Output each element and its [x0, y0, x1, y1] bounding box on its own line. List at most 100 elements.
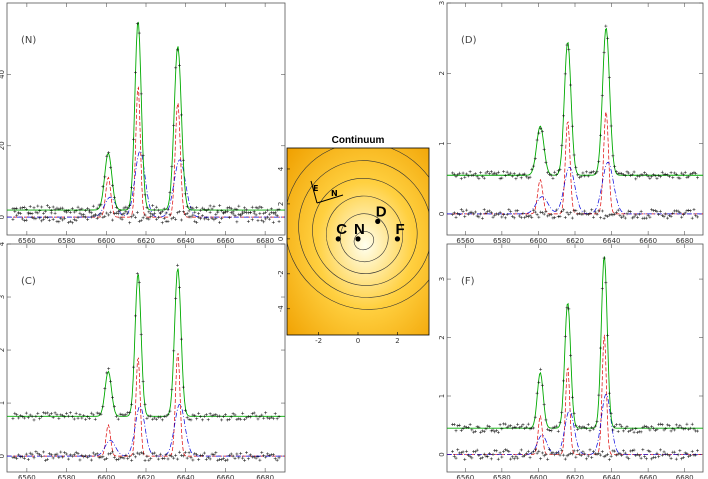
data-point	[258, 415, 262, 419]
data-point	[621, 429, 625, 433]
residual-point	[137, 452, 141, 456]
residual-point	[61, 218, 65, 222]
data-point	[495, 172, 499, 176]
data-point	[602, 51, 606, 55]
residual-point	[641, 448, 645, 452]
residual-point	[80, 453, 84, 457]
data-point	[26, 416, 30, 420]
data-point	[465, 172, 469, 176]
data-point	[667, 424, 671, 428]
residual-point	[539, 457, 543, 461]
data-point	[128, 410, 132, 414]
panel-label: (D)	[461, 35, 477, 46]
residual-point	[480, 216, 484, 220]
data-point	[32, 206, 36, 210]
data-point	[254, 414, 258, 418]
data-point	[76, 416, 80, 420]
data-point	[176, 263, 180, 267]
total-fit-curve	[7, 21, 285, 211]
data-point	[214, 212, 218, 216]
residual-point	[112, 455, 116, 459]
data-point	[547, 173, 551, 177]
data-point	[459, 177, 463, 181]
data-point	[565, 306, 569, 310]
residual-point	[266, 215, 270, 219]
residual-point	[535, 451, 539, 455]
residual-point	[101, 455, 105, 459]
residual-point	[637, 212, 641, 216]
residual-point	[57, 455, 61, 459]
residual-point	[26, 212, 30, 216]
residual-point	[669, 456, 673, 460]
data-point	[572, 153, 576, 157]
data-point	[620, 424, 624, 428]
data-point	[637, 174, 641, 178]
data-point	[95, 206, 99, 210]
data-point	[669, 429, 673, 433]
residual-point	[206, 217, 210, 221]
data-point	[655, 427, 659, 431]
x-tick-label: 6660	[217, 237, 235, 245]
data-point	[505, 170, 509, 174]
residual-point	[553, 216, 557, 220]
residual-point	[525, 214, 529, 218]
data-point	[692, 170, 696, 174]
data-point	[135, 22, 139, 26]
data-point	[260, 413, 264, 417]
residual-point	[233, 456, 237, 460]
data-point	[674, 172, 678, 176]
x-tick-label: 6580	[58, 474, 76, 479]
data-point	[231, 412, 235, 416]
data-point	[210, 414, 214, 418]
total-fit-curve	[7, 268, 285, 417]
residual-point	[581, 212, 585, 216]
data-point	[533, 157, 537, 161]
residual-point	[500, 215, 504, 219]
data-point	[597, 160, 601, 164]
residual-point	[153, 451, 157, 455]
residual-point	[174, 453, 178, 457]
data-point	[653, 174, 657, 178]
residual-point	[475, 214, 479, 218]
residual-point	[512, 457, 516, 461]
x-tick-label: 6600	[97, 474, 115, 479]
residual-point	[470, 456, 474, 460]
x-tick-label: 6680	[256, 474, 274, 479]
residual-point	[664, 212, 668, 216]
residual-point	[19, 211, 23, 215]
data-point	[86, 415, 90, 419]
residual-point	[68, 453, 72, 457]
residual-point	[600, 209, 604, 213]
contour-line	[312, 177, 418, 286]
data-point	[551, 426, 555, 430]
data-point	[660, 423, 664, 427]
residual-point	[17, 211, 21, 215]
residual-point	[562, 453, 566, 457]
residual-point	[93, 453, 97, 457]
data-point	[141, 153, 145, 157]
residual-point	[562, 208, 566, 212]
data-point	[519, 176, 523, 180]
data-point	[254, 205, 258, 209]
residual-point	[185, 212, 189, 216]
residual-point	[551, 216, 555, 220]
residual-point	[107, 213, 111, 217]
data-point	[540, 383, 544, 387]
residual-point	[189, 456, 193, 460]
residual-point	[681, 213, 685, 217]
data-point	[122, 413, 126, 417]
residual-point	[696, 215, 700, 219]
residual-point	[482, 452, 486, 456]
residual-point	[38, 453, 42, 457]
data-point	[613, 425, 617, 429]
data-point	[489, 429, 493, 433]
data-point	[678, 176, 682, 180]
residual-point	[95, 216, 99, 220]
residual-point	[678, 449, 682, 453]
residual-point	[120, 455, 124, 459]
data-point	[187, 209, 191, 213]
data-point	[93, 417, 97, 421]
data-point	[463, 175, 467, 179]
data-point	[179, 113, 183, 117]
data-point	[452, 172, 456, 176]
